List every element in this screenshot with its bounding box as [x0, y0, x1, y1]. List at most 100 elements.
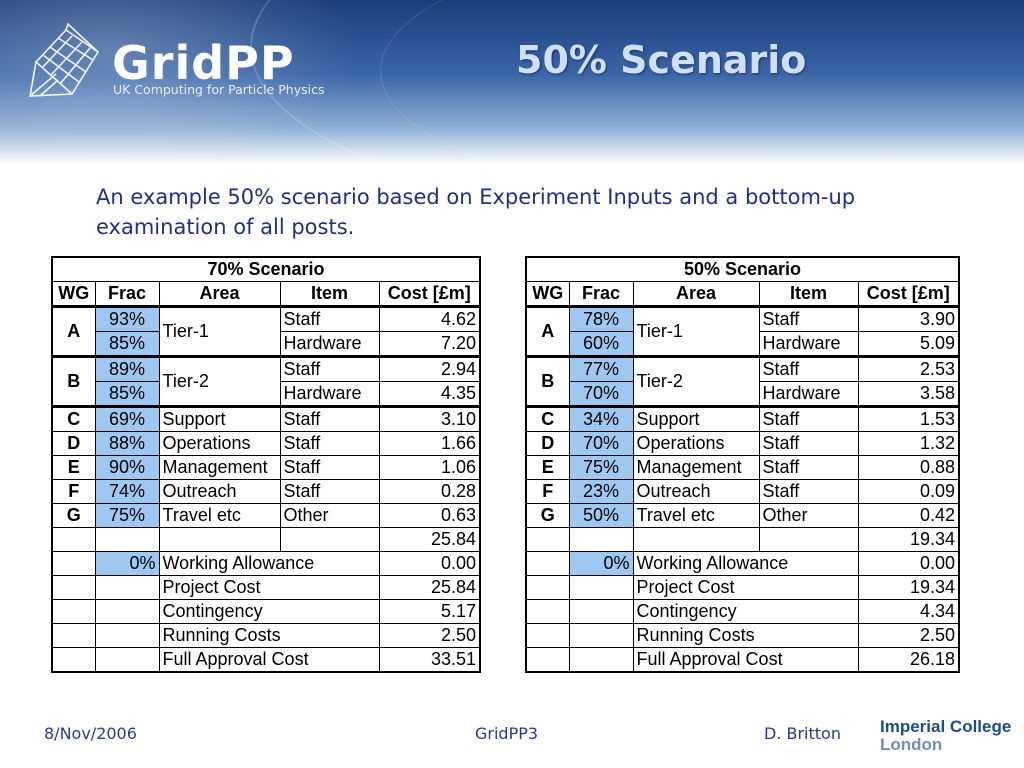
- item-cell: Staff: [758, 305, 859, 332]
- item-cell: Staff: [279, 431, 380, 456]
- frac-cell: 88%: [94, 431, 160, 456]
- col-header-area: Area: [158, 281, 281, 307]
- area-cell: Tier-1: [632, 305, 760, 357]
- summary-row: Project Cost 25.84: [51, 575, 481, 600]
- wg-cell: F: [525, 479, 570, 504]
- wg-cell: F: [51, 479, 96, 504]
- frac-cell: 93%: [94, 305, 160, 332]
- header-arc-secondary: [380, 0, 1024, 165]
- wg-cell: G: [51, 503, 96, 528]
- slide-title: 50% Scenario: [516, 38, 807, 82]
- table-70-scenario: 70% Scenario WG Frac Area Item Cost [£m]…: [51, 256, 481, 673]
- frac-cell: 77%: [568, 355, 634, 382]
- frac-cell: 75%: [568, 455, 634, 480]
- footer-date: 8/Nov/2006: [44, 724, 137, 743]
- item-cell: Other: [758, 503, 859, 528]
- frac-cell: 69%: [94, 405, 160, 432]
- cost-cell: 1.32: [857, 431, 960, 456]
- area-cell: Management: [158, 455, 281, 480]
- table-50-scenario: 50% Scenario WG Frac Area Item Cost [£m]…: [525, 256, 960, 673]
- frac-cell: 90%: [94, 455, 160, 480]
- logo-wordmark: GridPP: [112, 36, 295, 90]
- table-row: F 74% Outreach Staff 0.28: [51, 479, 481, 504]
- summary-label: Project Cost: [158, 575, 380, 600]
- summary-cost: 5.17: [378, 599, 481, 624]
- frac-cell: 50%: [568, 503, 634, 528]
- institution-line-1: Imperial College: [880, 717, 1012, 736]
- area-cell: Outreach: [158, 479, 281, 504]
- table-row: 85% Hardware 4.35: [52, 381, 481, 407]
- summary-label: Full Approval Cost: [158, 647, 380, 673]
- area-cell: Tier-1: [158, 305, 281, 357]
- col-header-area: Area: [632, 281, 760, 307]
- table-row: A 78% Tier-1 Staff 3.90: [525, 305, 960, 357]
- wg-cell: A: [51, 305, 96, 357]
- summary-label: Full Approval Cost: [632, 647, 859, 673]
- frac-cell: 34%: [568, 405, 634, 432]
- cost-cell: 2.53: [857, 355, 960, 382]
- summary-label: Contingency: [158, 599, 380, 624]
- table-row: 70% Hardware 3.58: [526, 381, 960, 407]
- slide-header: GridPP UK Computing for Particle Physics…: [0, 0, 1024, 165]
- item-cell: Staff: [279, 479, 380, 504]
- cost-cell: 1.53: [857, 405, 960, 432]
- item-cell: Staff: [279, 355, 380, 382]
- area-cell: Support: [632, 405, 760, 432]
- table-row: D 88% Operations Staff 1.66: [51, 431, 481, 456]
- table-row: E 75% Management Staff 0.88: [525, 455, 960, 480]
- cost-cell: 0.09: [857, 479, 960, 504]
- frac-cell: 85%: [94, 381, 160, 407]
- item-cell: Staff: [758, 355, 859, 382]
- item-cell: Staff: [279, 405, 380, 432]
- table-row: B 89% Tier-2 Staff 2.94: [51, 355, 481, 407]
- summary-row: Contingency 5.17: [51, 599, 481, 624]
- wg-cell: D: [525, 431, 570, 456]
- summary-cost: 0.00: [857, 551, 960, 576]
- table-title: 70% Scenario: [51, 256, 481, 282]
- wg-cell: E: [51, 455, 96, 480]
- subtotal-row: 19.34: [525, 527, 960, 552]
- summary-cost: 4.34: [857, 599, 960, 624]
- cost-cell: 1.66: [378, 431, 481, 456]
- wg-cell: B: [525, 355, 570, 407]
- col-header-item: Item: [758, 281, 859, 307]
- summary-cost: 2.50: [857, 623, 960, 648]
- logo-subtitle: UK Computing for Particle Physics: [113, 82, 325, 97]
- area-cell: Tier-2: [158, 355, 281, 407]
- wg-cell: B: [51, 355, 96, 407]
- area-cell: Support: [158, 405, 281, 432]
- col-header-cost: Cost [£m]: [378, 281, 481, 307]
- summary-label: Contingency: [632, 599, 859, 624]
- item-cell: Hardware: [279, 381, 380, 407]
- summary-cost: 0.00: [378, 551, 481, 576]
- table-row: C 69% Support Staff 3.10: [51, 405, 481, 432]
- institution-line-2: London: [880, 735, 943, 754]
- cost-cell: 3.90: [857, 305, 960, 332]
- cost-cell: 1.06: [378, 455, 481, 480]
- summary-row: Running Costs 2.50: [51, 623, 481, 648]
- item-cell: Other: [279, 503, 380, 528]
- summary-cost: 26.18: [857, 647, 960, 673]
- intro-text: An example 50% scenario based on Experim…: [96, 185, 856, 239]
- table-row: D 70% Operations Staff 1.32: [525, 431, 960, 456]
- frac-cell: 74%: [94, 479, 160, 504]
- item-cell: Staff: [758, 431, 859, 456]
- footer-author: D. Britton: [764, 724, 841, 743]
- item-cell: Staff: [758, 479, 859, 504]
- item-cell: Hardware: [279, 331, 380, 357]
- summary-cost: 33.51: [378, 647, 481, 673]
- cost-cell: 3.58: [857, 381, 960, 407]
- summary-cost: 2.50: [378, 623, 481, 648]
- cost-cell: 4.62: [378, 305, 481, 332]
- summary-label: Running Costs: [158, 623, 380, 648]
- table-row: B 77% Tier-2 Staff 2.53: [525, 355, 960, 407]
- subtotal-cell: 25.84: [378, 527, 481, 552]
- imperial-college-logo: Imperial College London: [880, 718, 1011, 754]
- col-header-wg: WG: [525, 281, 570, 307]
- summary-row: Full Approval Cost 33.51: [51, 647, 481, 673]
- item-cell: Hardware: [758, 381, 859, 407]
- cost-cell: 2.94: [378, 355, 481, 382]
- gridpp-mesh-icon: [29, 22, 100, 97]
- area-cell: Operations: [158, 431, 281, 456]
- wg-cell: C: [525, 405, 570, 432]
